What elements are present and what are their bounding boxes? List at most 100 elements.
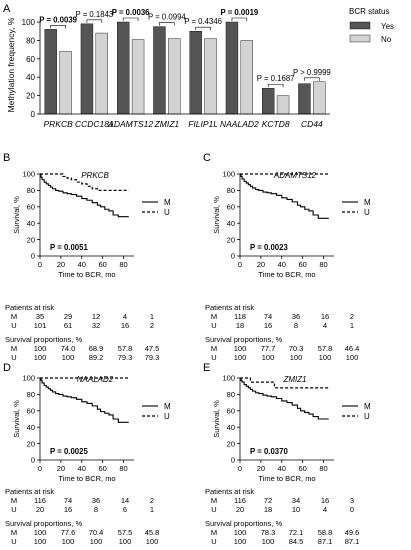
- km-x-tick-label: 0: [38, 260, 42, 269]
- table-cell: 116: [234, 496, 246, 505]
- km-legend-label-u: U: [164, 208, 170, 217]
- km-x-tick-label: 0: [38, 464, 42, 473]
- legend-label-no: No: [381, 35, 392, 44]
- km-legend-label-m: M: [164, 402, 171, 411]
- table-cell: 87.1: [318, 537, 333, 546]
- table-cell: 20: [36, 505, 44, 514]
- km-y-tick-label: 80: [227, 186, 235, 195]
- table-row-label: M: [211, 496, 217, 505]
- km-curve-m: [240, 377, 329, 420]
- significance-bracket: [231, 17, 248, 21]
- bar-no: [313, 81, 326, 115]
- y-tick-label: 100: [22, 18, 36, 27]
- table-cell: 70.3: [289, 344, 304, 353]
- table-cell: 100: [90, 537, 103, 546]
- category-label: NAALAD2: [220, 119, 259, 129]
- km-x-tick-label: 80: [119, 464, 127, 473]
- table-cell: 79.3: [145, 353, 160, 362]
- km-curve-m: [40, 173, 129, 218]
- table-cell: 70.4: [89, 528, 104, 537]
- km-x-tick-label: 60: [298, 464, 306, 473]
- km-legend-label-m: M: [364, 402, 371, 411]
- km-y-tick-label: 60: [27, 407, 35, 416]
- km-legend-label-u: U: [164, 412, 170, 421]
- km-b-tables: Patients at risk M 35 29 12 4 1 U 101 61 32 16 2 Su…: [5, 303, 159, 362]
- km-plot-e: ZMIZ1 0 20 40 60 80 100 0 20 40 60 80 Time to BCR, m…: [212, 374, 371, 483]
- table-cell: 100: [234, 344, 247, 353]
- km-plot-b: PRKCB 0 20 40 60 80 100 0 20 40 60 80 Time to BCR, m…: [12, 170, 171, 279]
- table-row-label: U: [211, 353, 216, 362]
- km-p-value: P = 0.0025: [50, 447, 88, 456]
- table-cell: 36: [92, 496, 100, 505]
- km-p-value: P = 0.0051: [50, 243, 88, 252]
- significance-bracket: [195, 26, 211, 31]
- table-row-label: M: [211, 344, 217, 353]
- table-cell: 100: [234, 537, 247, 546]
- p-value-label: P = 0.1687: [257, 74, 295, 83]
- km-y-tick-label: 100: [222, 374, 235, 383]
- km-y-tick-label: 80: [27, 186, 35, 195]
- km-y-tick-label: 60: [227, 407, 235, 416]
- km-d-tables: Patients at risk M 116 74 36 14 2 U 20 16 8 6 1 Sur…: [5, 487, 159, 546]
- legend-title: BCR status: [349, 7, 389, 16]
- km-y-tick-label: 20: [27, 439, 35, 448]
- km-y-tick-label: 80: [27, 390, 35, 399]
- panel-c: C ADAMTS12 0 20 40 60 80 100 0 20 40 60 80 Time to B…: [203, 152, 371, 362]
- y-tick-label: 40: [26, 73, 35, 82]
- km-xlabel: Time to BCR, mo: [258, 474, 315, 483]
- km-y-tick-label: 0: [31, 252, 35, 261]
- table-cell: 16: [321, 496, 329, 505]
- table-cell: 100: [34, 353, 47, 362]
- km-y-tick-label: 0: [231, 456, 235, 465]
- bar-yes: [117, 21, 130, 115]
- table-cell: 49.6: [345, 528, 360, 537]
- km-curve-m: [40, 377, 129, 423]
- km-title: PRKCB: [81, 171, 109, 180]
- table-cell: 2: [150, 321, 154, 330]
- km-xlabel: Time to BCR, mo: [258, 270, 315, 279]
- bar-yes: [262, 88, 275, 115]
- table-cell: 74.0: [61, 344, 76, 353]
- km-ylabel: Survival, %: [212, 400, 221, 438]
- km-y-tick-label: 100: [222, 170, 235, 179]
- km-x-tick-label: 80: [119, 260, 127, 269]
- table-cell: 57.5: [118, 528, 133, 537]
- bar-yes: [298, 83, 311, 115]
- km-x-tick-label: 80: [319, 464, 327, 473]
- bar-no: [240, 40, 253, 115]
- bar-yes: [225, 21, 239, 115]
- p-value-label: P = 0.0994: [148, 13, 186, 22]
- prop-title-d: Survival proportions, %: [5, 519, 82, 528]
- table-row-label: M: [211, 312, 217, 321]
- table-cell: 20: [236, 505, 244, 514]
- bar-yes: [44, 29, 57, 115]
- km-x-tick-label: 20: [57, 464, 65, 473]
- table-cell: 77.7: [261, 344, 276, 353]
- table-cell: 4: [323, 321, 327, 330]
- km-x-tick-label: 40: [78, 260, 86, 269]
- km-y-tick-label: 100: [22, 374, 35, 383]
- significance-bracket: [304, 77, 320, 81]
- km-x-tick-label: 60: [298, 260, 306, 269]
- km-ylabel: Survival, %: [12, 400, 21, 438]
- table-cell: 3: [350, 496, 354, 505]
- km-x-tick-label: 0: [238, 260, 242, 269]
- bar-no: [168, 38, 181, 115]
- table-cell: 78.3: [261, 528, 276, 537]
- bar-no: [276, 95, 290, 115]
- km-plot-c: ADAMTS12 0 20 40 60 80 100 0 20 40 60 80 Time to BCR…: [212, 170, 371, 279]
- km-y-tick-label: 40: [227, 219, 235, 228]
- category-label: KCTD8: [262, 119, 290, 129]
- km-ylabel: Survival, %: [12, 196, 21, 234]
- table-cell: 57.8: [318, 344, 333, 353]
- table-row-label: U: [11, 537, 16, 546]
- table-cell: 68.9: [89, 344, 104, 353]
- table-row-label: M: [11, 344, 17, 353]
- table-cell: 2: [150, 496, 154, 505]
- panel-label-b: B: [3, 152, 10, 164]
- table-cell: 14: [121, 496, 129, 505]
- table-cell: 118: [234, 312, 246, 321]
